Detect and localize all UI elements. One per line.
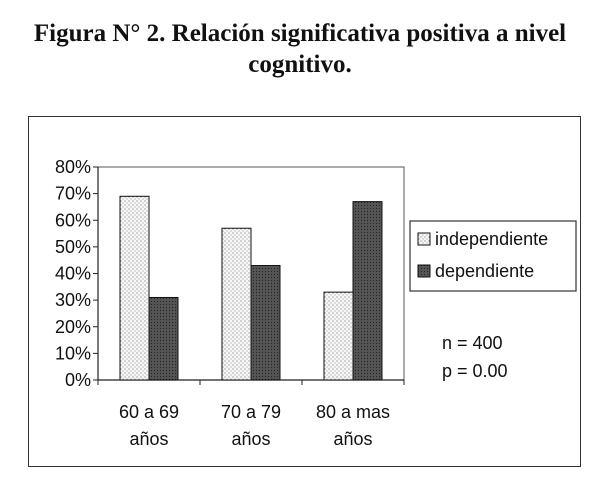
- bars: [119, 195, 383, 381]
- bar-independiente: [221, 227, 252, 381]
- annotation-text: n = 400: [442, 333, 503, 353]
- legend-swatch-dependiente: [417, 264, 431, 278]
- bar-dependiente: [148, 296, 179, 381]
- y-tick-label: 60%: [55, 210, 91, 230]
- legend: independiente dependiente: [409, 220, 577, 292]
- category-label: años: [129, 429, 168, 449]
- category-labels: 60 a 69 años 70 a 79 años 80 a mas años: [119, 402, 390, 449]
- y-tick-label: 0%: [65, 370, 91, 390]
- y-tick-label: 40%: [55, 264, 91, 284]
- y-tick-label: 10%: [55, 343, 91, 363]
- y-tick-label: 30%: [55, 290, 91, 310]
- legend-box: [409, 220, 577, 292]
- chart-frame: [28, 116, 581, 467]
- bar-dependiente: [352, 201, 383, 381]
- legend-label: dependiente: [435, 261, 534, 281]
- y-tick-label: 70%: [55, 184, 91, 204]
- category-label: años: [231, 429, 270, 449]
- category-label: 80 a mas: [316, 402, 390, 422]
- legend-swatch-independiente: [417, 232, 431, 246]
- category-label: años: [333, 429, 372, 449]
- annotations: n = 400 p = 0.00: [442, 333, 508, 381]
- y-tick-label: 80%: [55, 157, 91, 177]
- bar-independiente: [323, 291, 354, 381]
- legend-label: independiente: [435, 229, 548, 249]
- annotation-text: p = 0.00: [442, 361, 508, 381]
- y-tick-label: 20%: [55, 317, 91, 337]
- figure-title: Figura N° 2. Relación significativa posi…: [33, 20, 567, 78]
- category-label: 70 a 79: [221, 402, 281, 422]
- bar-dependiente: [250, 265, 281, 381]
- bar-independiente: [119, 195, 150, 381]
- category-label: 60 a 69: [119, 402, 179, 422]
- y-tick-label: 50%: [55, 237, 91, 257]
